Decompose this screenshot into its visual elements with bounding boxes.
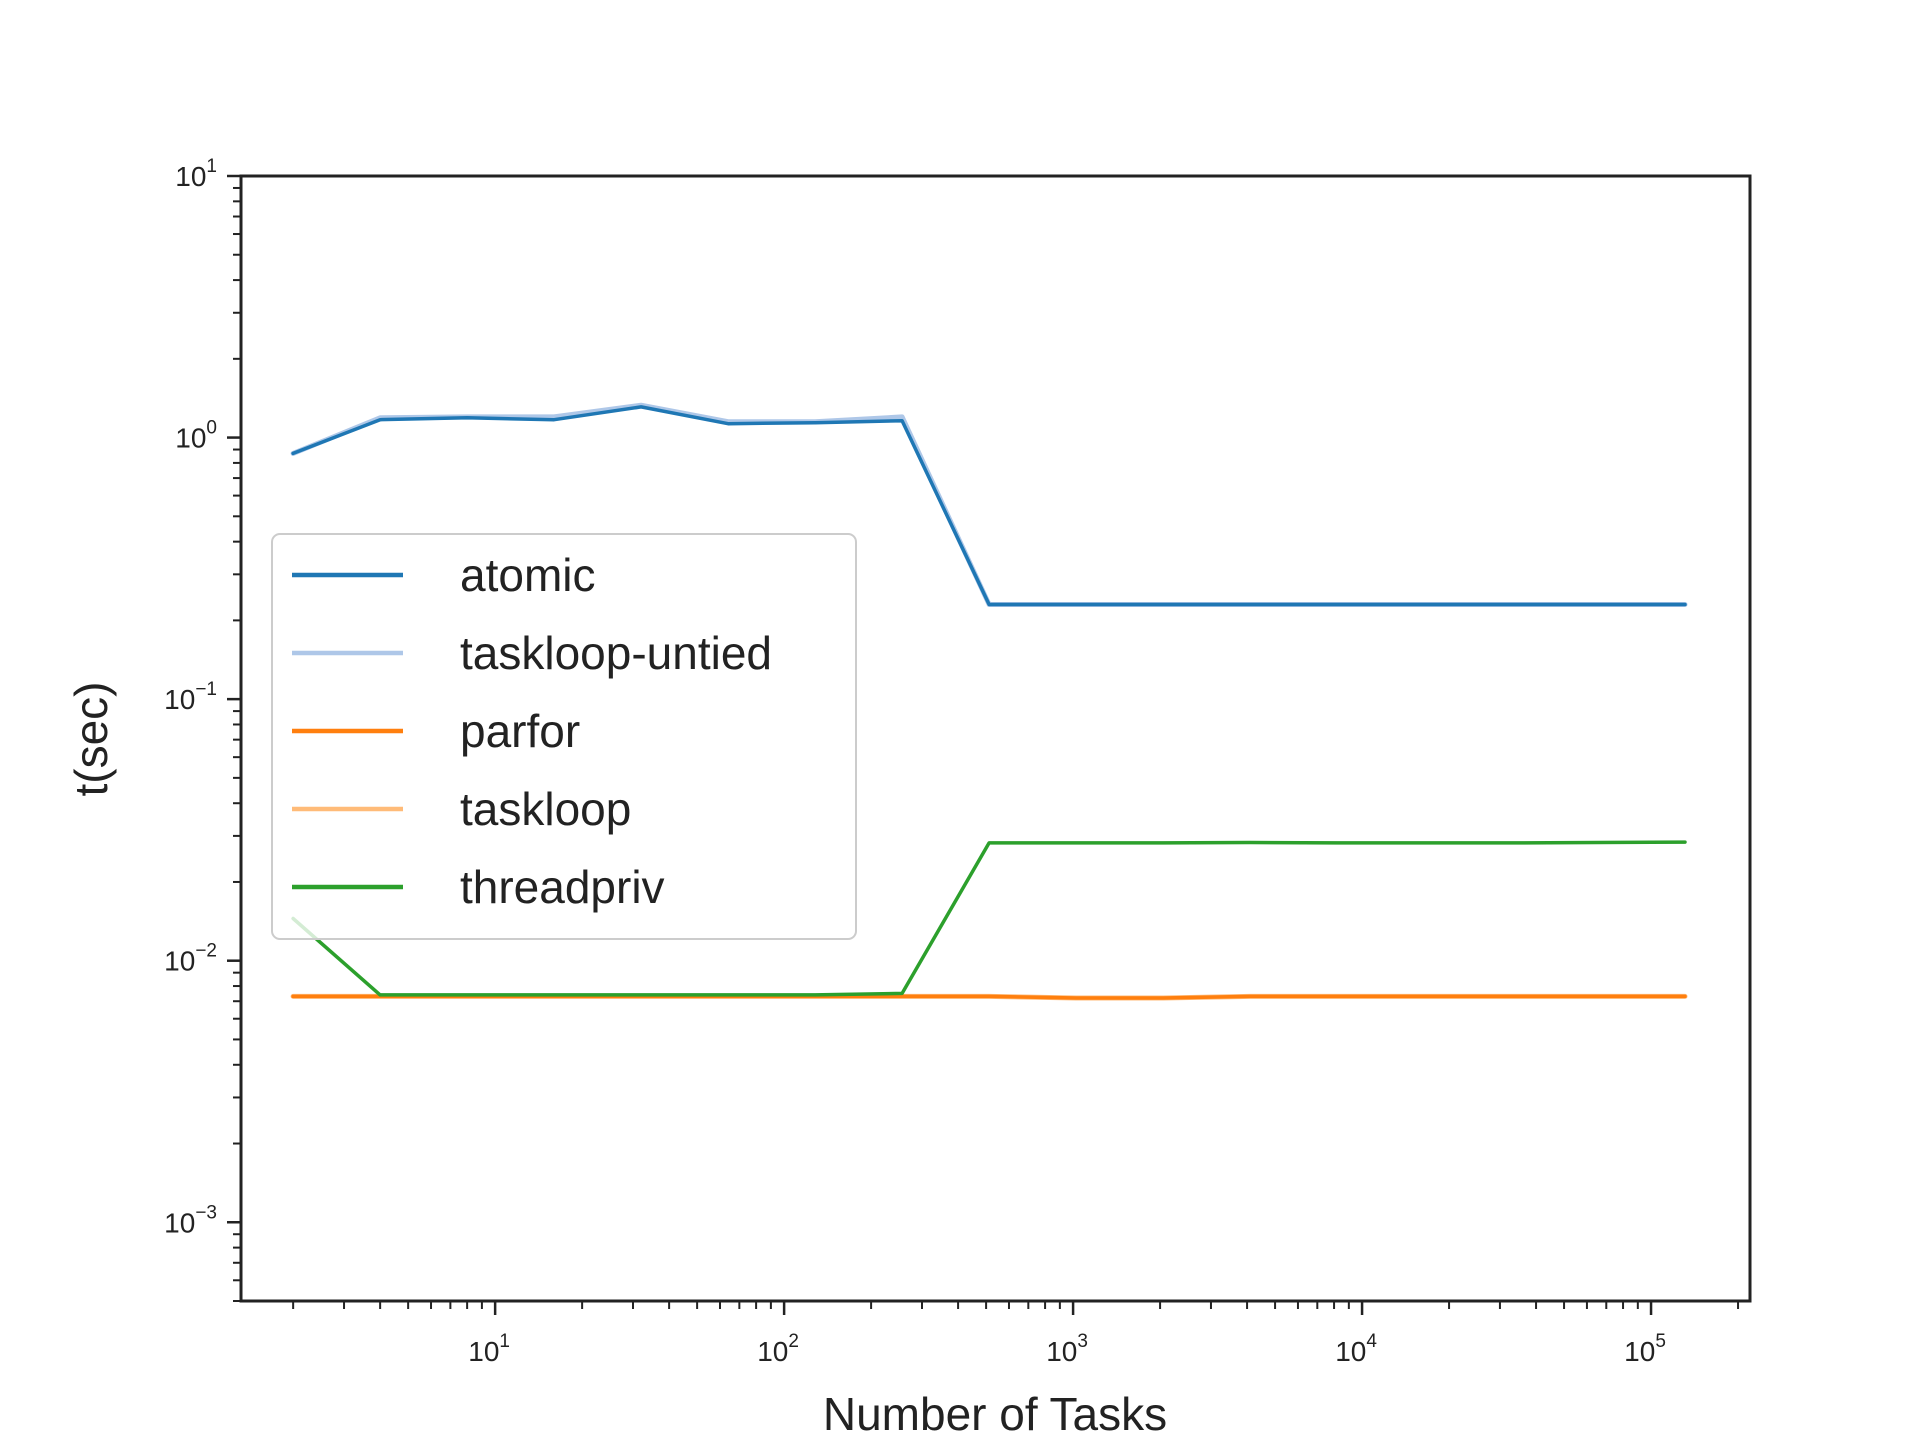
x-tick-label: 105: [1624, 1331, 1666, 1367]
y-tick-label-group: 10−2: [164, 941, 217, 977]
x-tick-label: 101: [468, 1331, 510, 1367]
y-tick-label: 100: [175, 418, 217, 454]
y-axis: 101 100 10−1 10−2 10−3: [164, 156, 241, 1238]
legend-label-taskloop: taskloop: [460, 783, 631, 835]
series-line-threadpriv: [291, 840, 1687, 997]
y-tick-label: 10−3: [164, 1202, 217, 1238]
legend-label-parfor: parfor: [460, 705, 580, 757]
y-tick-label: 101: [175, 156, 217, 192]
y-tick-label: 10−2: [164, 941, 217, 977]
legend-label-taskloop-untied: taskloop-untied: [460, 627, 772, 679]
y-tick-label: 10−1: [164, 679, 217, 715]
y-axis-label: t(sec): [65, 682, 117, 797]
y-tick-label-group: 10−3: [164, 1202, 217, 1238]
legend-box: [271, 533, 857, 940]
y-tick-label-group: 10−1: [164, 679, 217, 715]
x-axis: 101 102 103 104 105: [468, 1301, 1666, 1367]
x-tick-label: 103: [1046, 1331, 1088, 1367]
x-axis-label: Number of Tasks: [823, 1388, 1167, 1440]
y-tick-label-group: 101: [175, 156, 217, 192]
x-tick-label: 102: [757, 1331, 799, 1367]
series-lines: [290, 402, 1688, 1001]
legend-label-threadpriv: threadpriv: [460, 861, 665, 913]
y-tick-label-group: 100: [175, 418, 217, 454]
legend-label-atomic: atomic: [460, 549, 595, 601]
series-line-atomic: [291, 405, 1687, 607]
plot-frame: [239, 174, 1752, 1303]
legend: atomic taskloop-untied parfor taskloop threa…: [271, 533, 857, 940]
x-tick-label: 104: [1335, 1331, 1377, 1367]
